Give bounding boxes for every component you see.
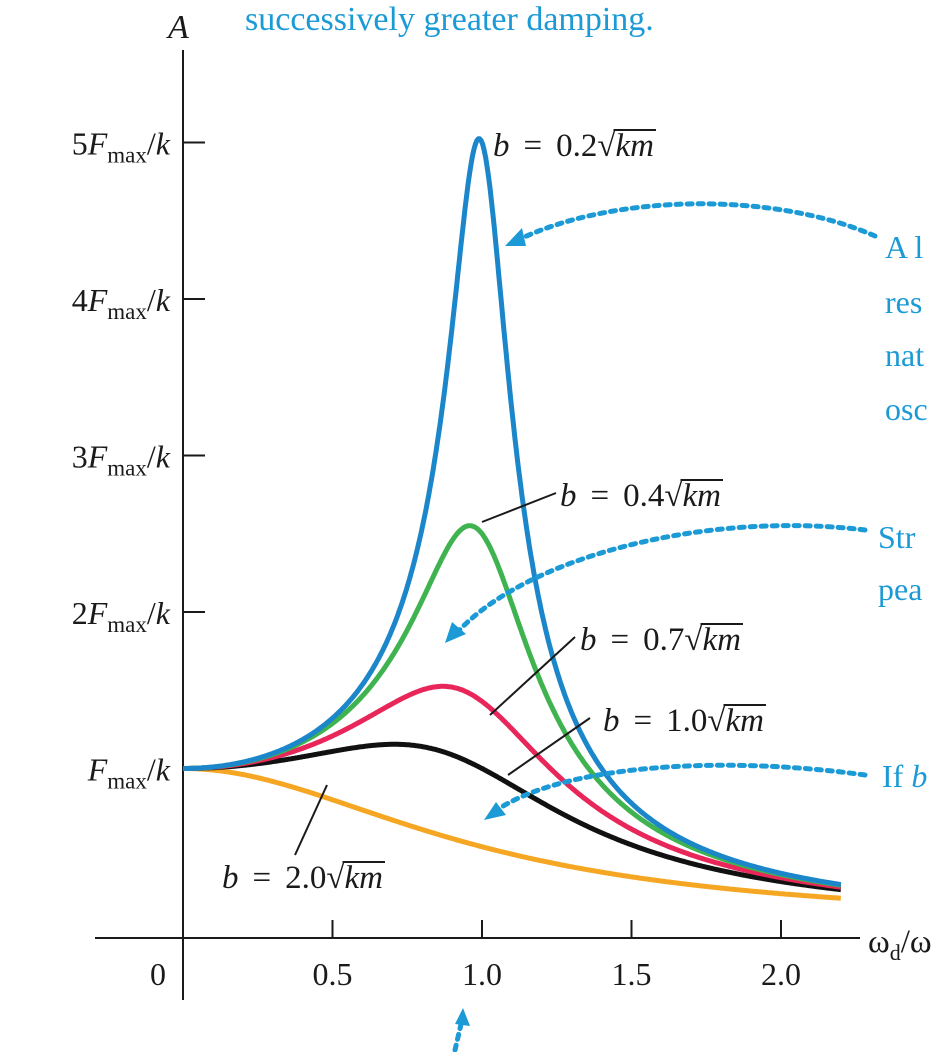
x-tick-label: 0 [150, 956, 166, 992]
arrow-peak-sharp [515, 201, 878, 243]
label-1.0: b = 1.0√km [603, 703, 766, 739]
curve-b-1 [182, 741, 842, 893]
leader-1.0 [507, 717, 591, 776]
y-tick-label: 5Fmax/k [72, 126, 171, 168]
label-0.7: b = 0.7√km [580, 622, 743, 658]
x-tick-label: 0.5 [313, 956, 353, 992]
arrowhead-2 [445, 622, 466, 643]
arrowhead-3 [484, 802, 506, 820]
curve-label-text: b = 0.7√km [580, 622, 741, 658]
y-tick-label: Fmax/k [87, 752, 171, 794]
x-tick-label: 1.0 [462, 956, 502, 992]
annotations: A l res nat osc Str pea If b [878, 229, 928, 794]
arrow-omega-one [452, 1017, 465, 1052]
curves [182, 136, 842, 901]
leader-0.4 [481, 492, 557, 523]
curve-label-text: b = 0.4√km [560, 478, 721, 514]
curve-label-text: b = 0.2√km [493, 128, 654, 164]
annotation-5: pea [878, 571, 922, 607]
annotation-4: Str [878, 519, 916, 555]
annotation-0: A l [885, 229, 923, 265]
curve-b-2 [182, 766, 842, 901]
label-0.4: b = 0.4√km [560, 478, 723, 514]
axes [95, 50, 860, 1000]
leader-2.0 [294, 784, 328, 856]
label-0.2: b = 0.2√km [493, 128, 656, 164]
x-ticks: 0 0.5 1.0 1.5 2.0 [150, 920, 801, 992]
arrowhead-1 [505, 228, 526, 246]
x-axis-label: ωd/ω [868, 924, 932, 965]
arrow-no-peak [491, 762, 868, 815]
arrow-peak-mid [452, 523, 868, 638]
x-tick-label: 1.5 [612, 956, 652, 992]
y-tick-label: 2Fmax/k [72, 595, 171, 637]
x-tick-label: 2.0 [761, 956, 801, 992]
label-2.0: b = 2.0√km [222, 860, 385, 896]
y-tick-label: 4Fmax/k [72, 282, 171, 324]
annotation-6: If b [882, 758, 927, 794]
arrowhead-4 [455, 1008, 470, 1026]
leader-lines [294, 492, 591, 856]
leader-0.7 [489, 636, 576, 716]
y-tick-label: 3Fmax/k [72, 439, 171, 481]
annotation-3: osc [885, 391, 928, 427]
curve-label-text: b = 1.0√km [603, 703, 764, 739]
curve-labels: b = 0.2√km b = 0.4√km b = 0.7√km b = 1.0√km b = 2.… [222, 128, 766, 896]
annotation-arrows [452, 201, 878, 1052]
y-axis-label: A [166, 9, 189, 46]
arrow-heads [445, 228, 526, 1026]
chart-title: successively greater damping. [245, 1, 654, 38]
curve-b-0.2 [182, 136, 842, 887]
annotation-2: nat [885, 337, 924, 373]
y-ticks: Fmax/k 2Fmax/k 3Fmax/k 4Fmax/k 5Fmax/k [72, 126, 205, 794]
curve-label-text: b = 2.0√km [222, 860, 383, 896]
curve-b-0.7 [182, 683, 842, 890]
annotation-1: res [885, 284, 922, 320]
